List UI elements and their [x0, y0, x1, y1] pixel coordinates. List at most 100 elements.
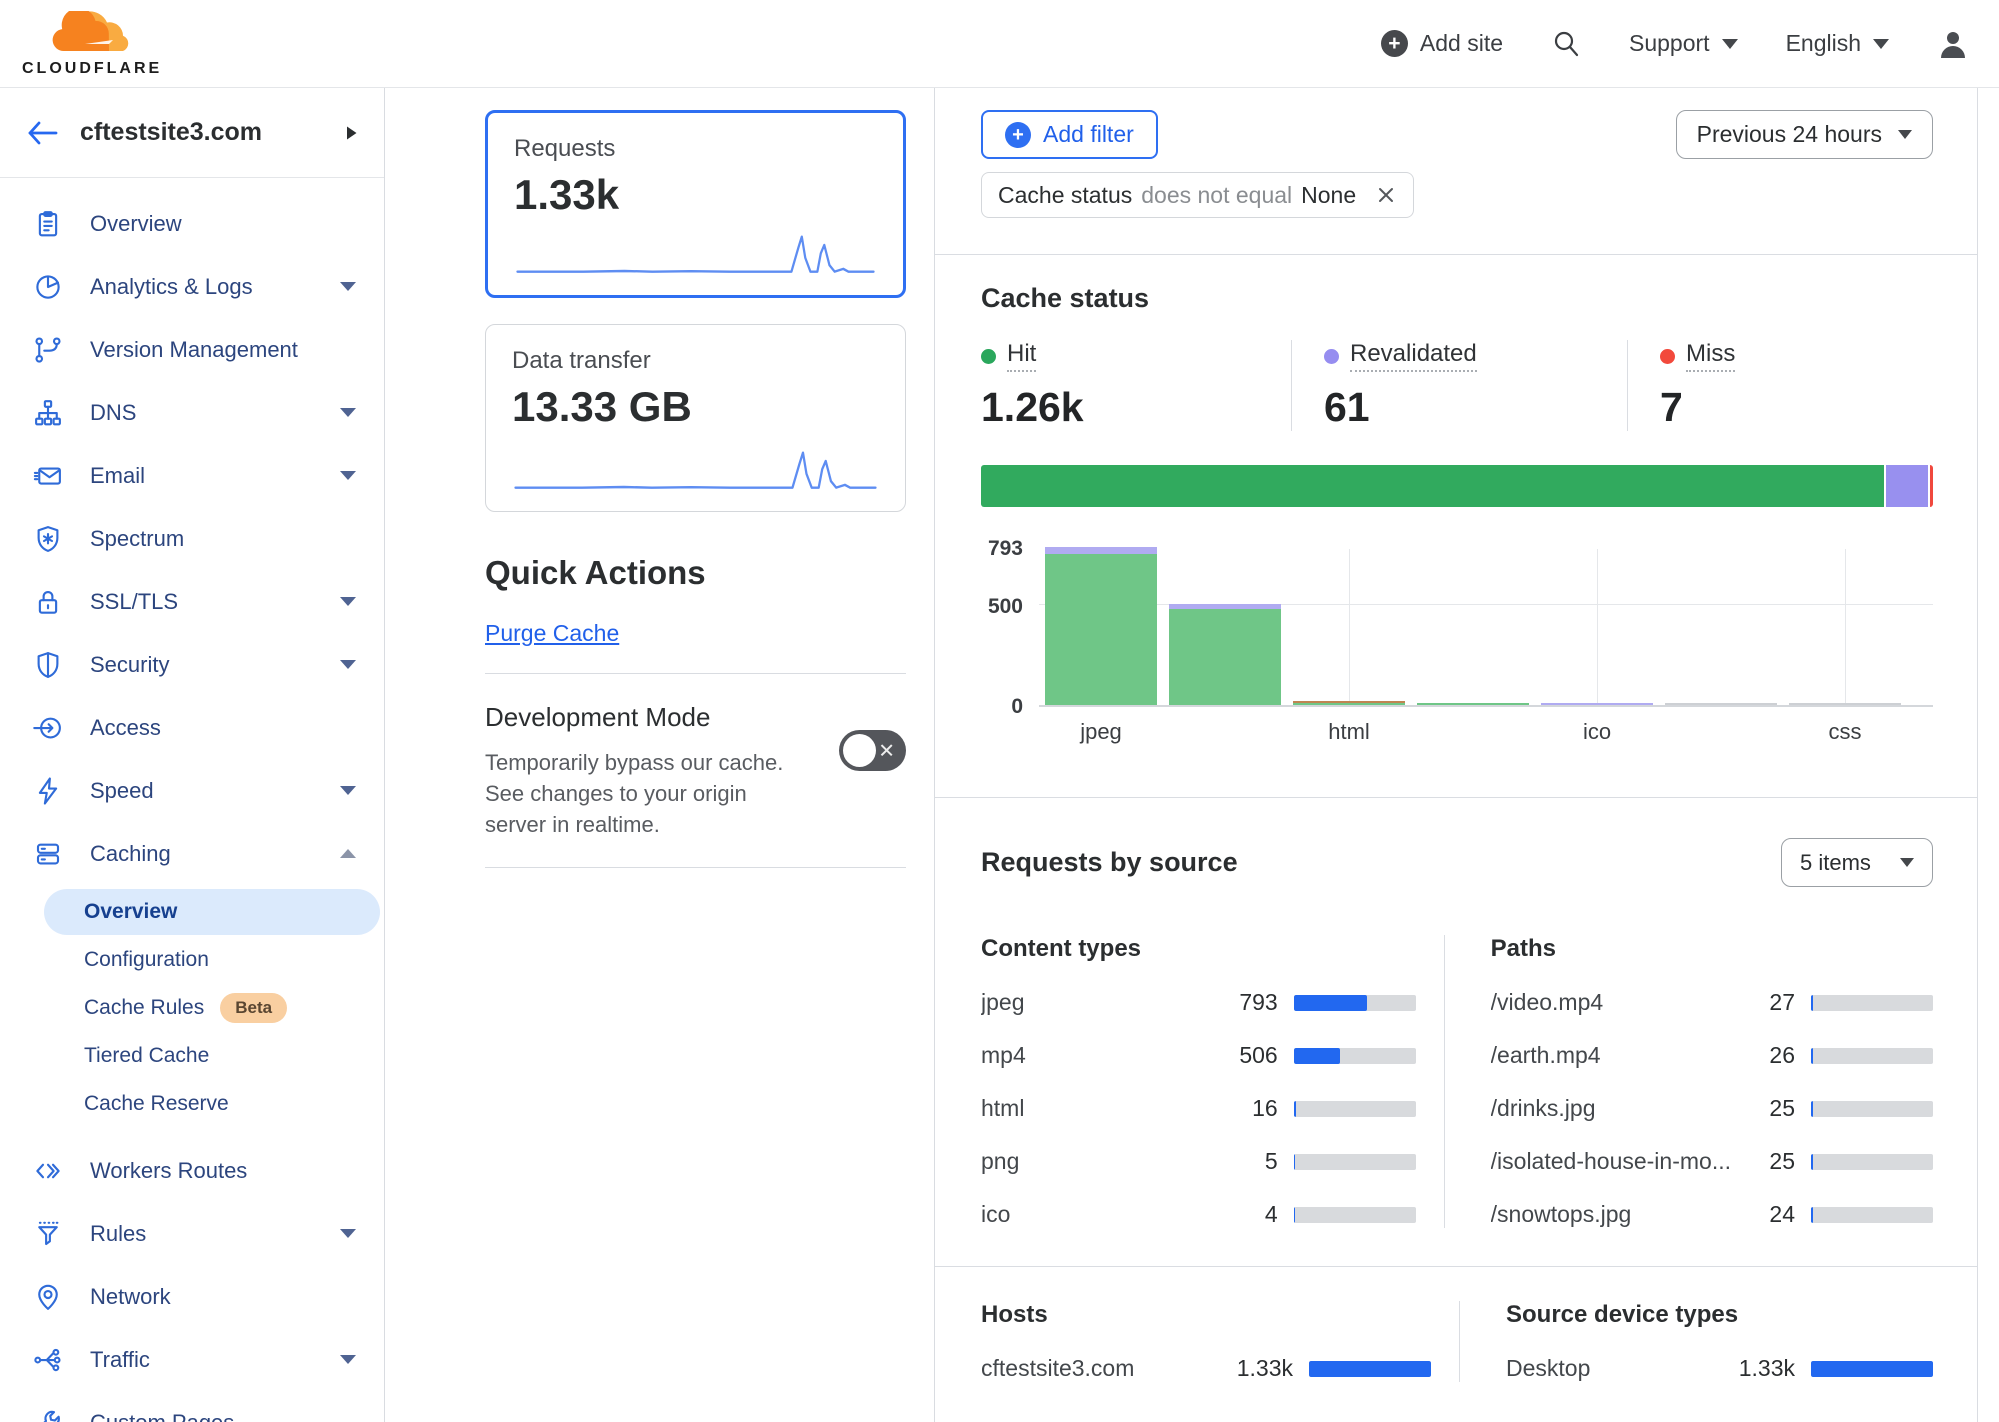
sidebar-item-security[interactable]: Security — [0, 633, 384, 696]
sidebar-item-email[interactable]: Email — [0, 444, 384, 507]
sidebar-item-label: DNS — [90, 399, 137, 425]
x-axis-label: ico — [1582, 719, 1612, 744]
plus-icon: + — [1005, 121, 1031, 148]
development-mode-toggle[interactable]: ✕ — [839, 730, 906, 771]
chart-bar-jpeg[interactable] — [1045, 547, 1157, 705]
row-bar — [1811, 1100, 1933, 1117]
location-pin-icon — [32, 1281, 64, 1313]
stat-label-row: Miss — [1660, 340, 1933, 372]
filter-value: None — [1301, 181, 1357, 208]
chart-bar-col2[interactable] — [1169, 604, 1281, 705]
site-name[interactable]: cftestsite3.com — [80, 118, 263, 146]
stacked-segment-hit[interactable] — [981, 465, 1885, 507]
sidebar-item-label: Spectrum — [90, 525, 185, 551]
row-bar — [1309, 1360, 1431, 1377]
support-menu[interactable]: Support — [1629, 30, 1738, 57]
table-row[interactable]: /earth.mp4 26 — [1491, 1042, 1933, 1069]
search-icon[interactable] — [1551, 29, 1581, 59]
bottom-columns: Hosts cftestsite3.com 1.33k Source device t… — [981, 1301, 1933, 1382]
metric-card-requests[interactable]: Requests 1.33k — [485, 110, 906, 298]
y-tick-label: 793 — [987, 537, 1023, 560]
sidebar-item-traffic[interactable]: Traffic — [0, 1328, 384, 1391]
sidebar-subitem-label: Cache Rules — [84, 996, 205, 1019]
row-bar — [1811, 1206, 1933, 1223]
bar-segment-other — [1789, 703, 1901, 705]
table-row[interactable]: cftestsite3.com 1.33k — [981, 1355, 1431, 1382]
cache-status-section: Cache status Hit 1.26k Revalidated 61 Miss 7 … — [935, 255, 1977, 797]
share-network-icon — [32, 1344, 64, 1376]
row-label: cftestsite3.com — [981, 1355, 1135, 1381]
stacked-segment-miss[interactable] — [1927, 465, 1933, 507]
chart-bar-css[interactable] — [1789, 703, 1901, 705]
sidebar-item-ssl-tls[interactable]: SSL/TLS — [0, 570, 384, 633]
legend-dot — [1660, 348, 1675, 364]
filter-left: + Add filter Cache status does not equal… — [981, 110, 1415, 218]
table-row[interactable]: /snowtops.jpg 24 — [1491, 1201, 1933, 1228]
sidebar-item-speed[interactable]: Speed — [0, 759, 384, 822]
sidebar-subitem-configuration[interactable]: Configuration — [44, 937, 380, 983]
divider — [935, 797, 1977, 798]
sidebar-item-overview[interactable]: Overview — [0, 192, 384, 255]
legend-label[interactable]: Revalidated — [1350, 340, 1477, 372]
add-site-button[interactable]: + Add site — [1380, 30, 1503, 57]
x-axis-label: jpeg — [1080, 719, 1122, 744]
header-actions: + Add site Support English — [1380, 28, 1969, 60]
table-title: Hosts — [981, 1301, 1048, 1328]
sidebar-subitem-cache-rules[interactable]: Cache Rules Beta — [44, 985, 380, 1031]
sidebar-item-spectrum[interactable]: Spectrum — [0, 507, 384, 570]
time-range-select[interactable]: Previous 24 hours — [1675, 110, 1933, 159]
sidebar-item-dns[interactable]: DNS — [0, 381, 384, 444]
sidebar-subitem-cache-reserve[interactable]: Cache Reserve — [44, 1081, 380, 1127]
sidebar-item-access[interactable]: Access — [0, 696, 384, 759]
lightning-bolt-icon — [32, 775, 64, 807]
x-axis-label: html — [1328, 719, 1370, 744]
table-row[interactable]: html 16 — [981, 1095, 1416, 1122]
development-mode-title: Development Mode — [485, 702, 711, 732]
metric-card-data-transfer[interactable]: Data transfer 13.33 GB — [485, 324, 906, 512]
table-row[interactable]: ico 4 — [981, 1201, 1416, 1228]
table-row[interactable]: jpeg 793 — [981, 989, 1416, 1016]
table-row[interactable]: /video.mp4 27 — [1491, 989, 1933, 1016]
chevron-right-icon[interactable] — [345, 125, 358, 141]
sidebar-subitem-label: Tiered Cache — [84, 1044, 210, 1067]
legend-label[interactable]: Miss — [1686, 340, 1736, 372]
sidebar-subitem-overview[interactable]: Overview — [44, 889, 380, 935]
legend-label[interactable]: Hit — [1007, 340, 1037, 372]
row-label: png — [981, 1148, 1020, 1174]
sidebar-item-network[interactable]: Network — [0, 1265, 384, 1328]
filter-chip[interactable]: Cache status does not equal None — [981, 172, 1415, 218]
chart-bar-col6[interactable] — [1665, 703, 1777, 705]
chart-bar-col4[interactable] — [1417, 703, 1529, 705]
purge-cache-link[interactable]: Purge Cache — [485, 620, 620, 646]
column-divider — [1459, 1301, 1460, 1382]
back-arrow-icon[interactable] — [26, 120, 58, 146]
stacked-segment-revalidated[interactable] — [1884, 465, 1928, 507]
user-icon[interactable] — [1937, 28, 1969, 60]
stat-value: 61 — [1324, 384, 1370, 430]
sidebar-item-caching[interactable]: Caching — [0, 822, 384, 885]
sidebar-item-custom-pages[interactable]: Custom Pages — [0, 1391, 384, 1422]
sidebar-item-version-management[interactable]: Version Management — [0, 318, 384, 381]
table-row[interactable]: mp4 506 — [981, 1042, 1416, 1069]
table-row[interactable]: /drinks.jpg 25 — [1491, 1095, 1933, 1122]
sidebar-item-rules[interactable]: Rules — [0, 1202, 384, 1265]
items-count-select[interactable]: 5 items — [1781, 838, 1933, 887]
row-value: 16 — [1252, 1095, 1278, 1121]
add-filter-button[interactable]: + Add filter — [981, 110, 1158, 159]
chart-bar-html[interactable] — [1293, 701, 1405, 705]
pie-chart-icon — [32, 271, 64, 303]
row-label: /isolated-house-in-mo... — [1490, 1148, 1731, 1174]
row-label: /drinks.jpg — [1490, 1095, 1596, 1121]
language-menu[interactable]: English — [1786, 30, 1889, 57]
table-row[interactable]: png 5 — [981, 1148, 1416, 1175]
sidebar-item-workers-routes[interactable]: Workers Routes — [0, 1139, 384, 1202]
table-row[interactable]: /isolated-house-in-mo... 25 — [1491, 1148, 1933, 1175]
sidebar-item-analytics-logs[interactable]: Analytics & Logs — [0, 255, 384, 318]
chart-bar-ico[interactable] — [1541, 703, 1653, 705]
metric-cards: Requests 1.33k Data transfer 13.33 GB — [485, 110, 906, 512]
cloudflare-logo[interactable]: CLOUDFLARE — [22, 7, 162, 77]
table-row[interactable]: Desktop 1.33k — [1506, 1355, 1933, 1382]
remove-filter-icon[interactable] — [1375, 184, 1397, 206]
quick-actions-title: Quick Actions — [485, 554, 706, 591]
sidebar-subitem-tiered-cache[interactable]: Tiered Cache — [44, 1033, 380, 1079]
